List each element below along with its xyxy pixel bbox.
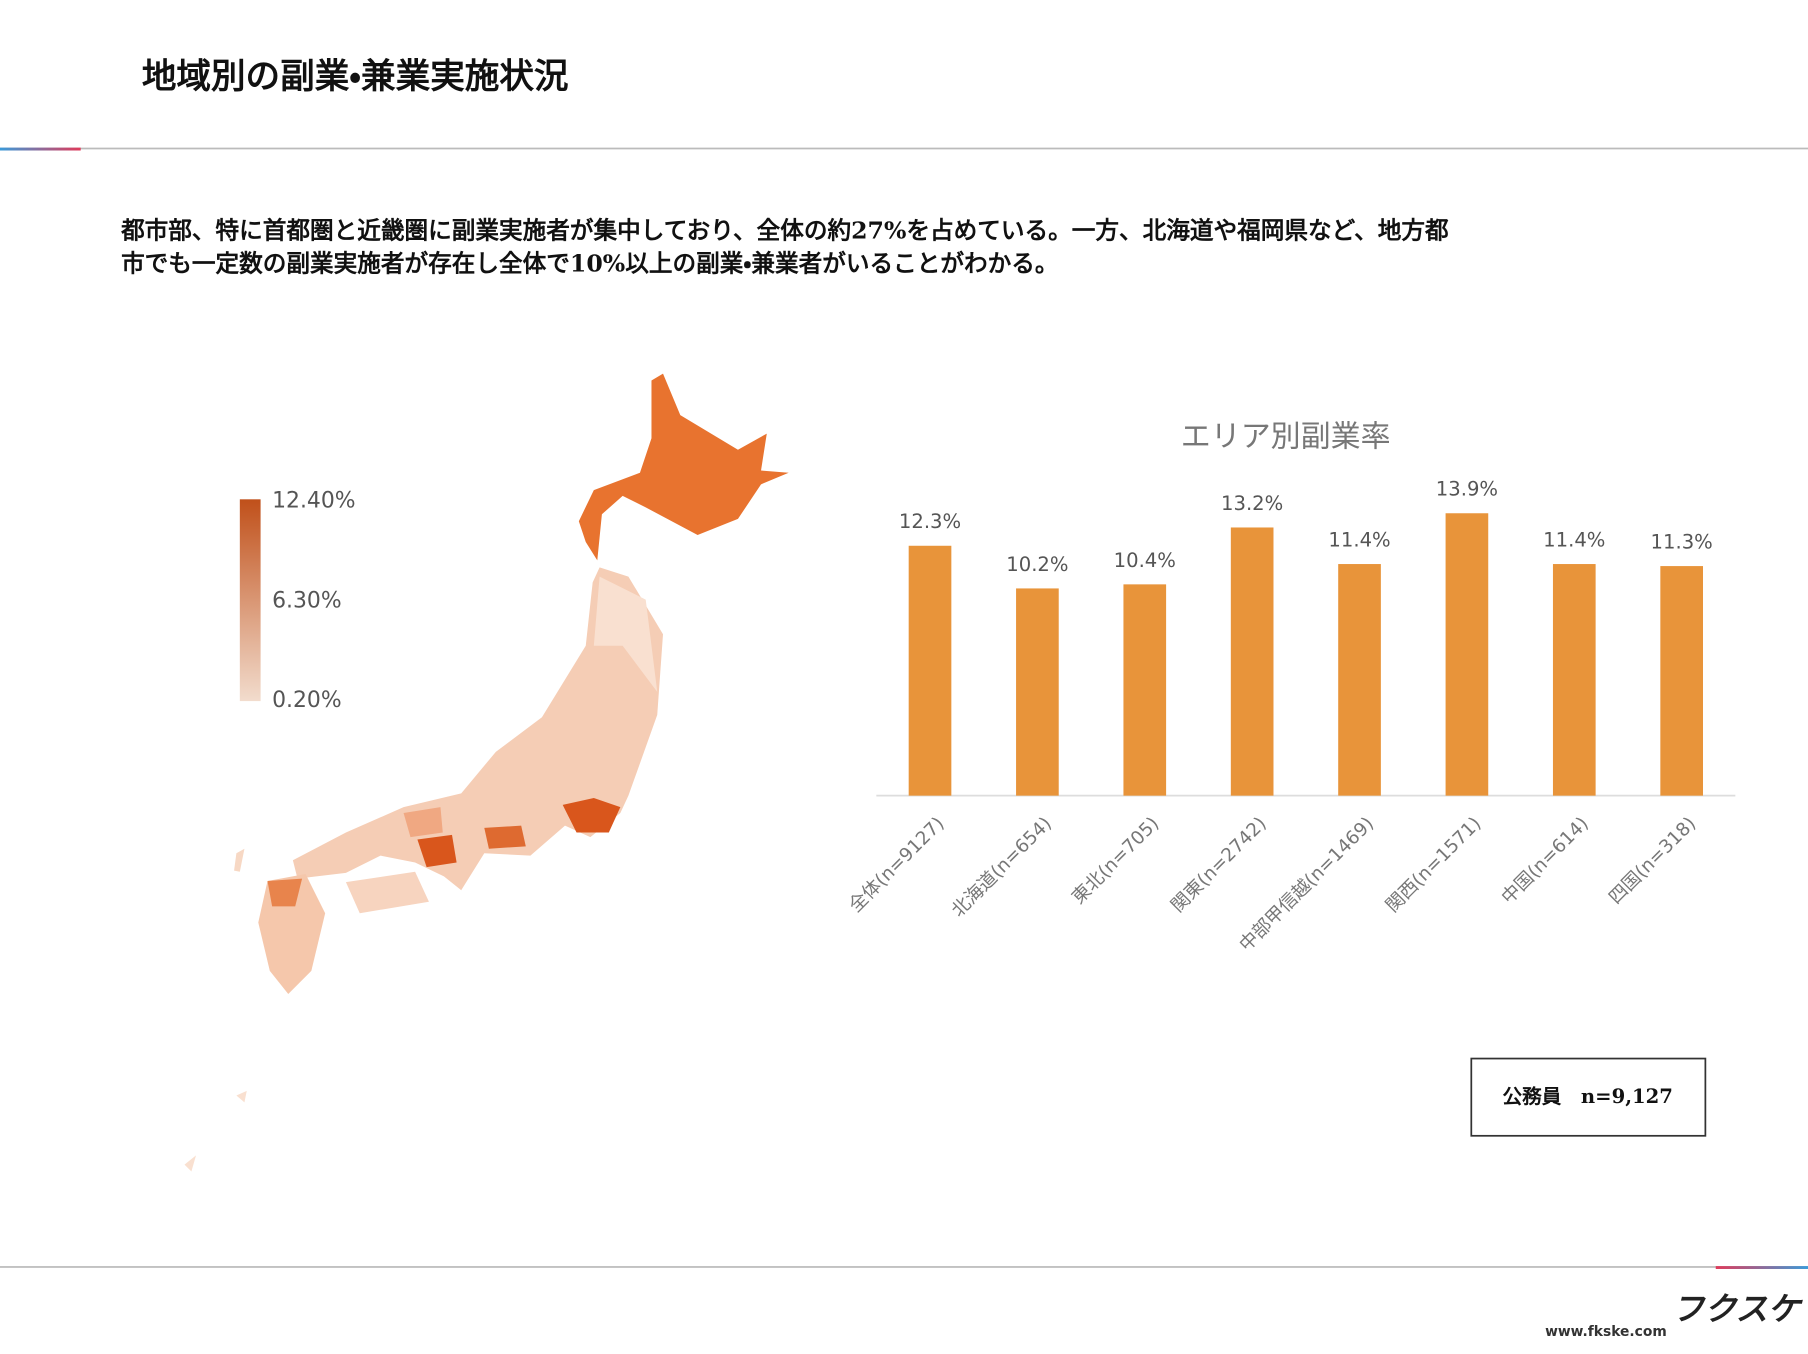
value-label: 13.2% xyxy=(1221,492,1283,515)
x-tick-label: 北海道(n=654) xyxy=(948,813,1056,921)
x-tick-label: 関東(n=2742) xyxy=(1167,813,1270,916)
footer-rule xyxy=(0,1266,1808,1268)
x-tick-label: 東北(n=705) xyxy=(1068,813,1163,908)
footer-logo: フクスケ xyxy=(1672,1290,1804,1328)
value-label: 12.3% xyxy=(899,510,961,533)
x-tick-label: 四国(n=318) xyxy=(1605,813,1700,908)
header-rule xyxy=(0,147,1808,150)
page-title: 地域別の副業・兼業実施状況 xyxy=(142,57,569,97)
note-box xyxy=(1470,1057,1707,1137)
bar xyxy=(1016,588,1059,796)
x-tick-label: 関西(n=1571) xyxy=(1382,813,1485,916)
chart-title: エリア別副業率 xyxy=(1181,420,1391,455)
legend-label: 6.30% xyxy=(272,588,342,613)
description-line: 都市部、特に首都圏と近畿圏に副業実施者が集中しており、全体の約27%を占めている… xyxy=(120,216,1449,244)
x-tick-label: 中国(n=614) xyxy=(1498,813,1593,908)
value-label: 11.4% xyxy=(1543,528,1605,551)
bar xyxy=(1552,564,1596,796)
value-label: 11.3% xyxy=(1651,531,1713,554)
legend-label: 0.20% xyxy=(272,688,342,713)
bar xyxy=(1123,584,1167,796)
bar xyxy=(1445,513,1489,796)
bar xyxy=(1230,527,1274,796)
description-line: 市でも一定数の副業実施者が存在し全体で10%以上の副業・兼業者がいることがわかる… xyxy=(121,250,1058,278)
bar xyxy=(1660,566,1703,796)
legend-gradient xyxy=(239,499,261,702)
japan-map xyxy=(184,373,789,1172)
x-tick-label: 全体(n=9127) xyxy=(845,813,948,916)
value-label: 13.9% xyxy=(1436,478,1498,501)
bar xyxy=(908,545,952,796)
value-label: 11.4% xyxy=(1328,528,1390,551)
value-label: 10.2% xyxy=(1006,553,1068,576)
header-accent xyxy=(0,147,81,151)
value-label: 10.4% xyxy=(1114,549,1176,572)
note-text: 公務員 n=9,127 xyxy=(1503,1085,1673,1108)
footer-accent xyxy=(1715,1266,1808,1269)
footer-url: www.fkske.com xyxy=(1545,1324,1667,1340)
legend-label: 12.40% xyxy=(272,489,355,514)
bar xyxy=(1338,564,1381,796)
